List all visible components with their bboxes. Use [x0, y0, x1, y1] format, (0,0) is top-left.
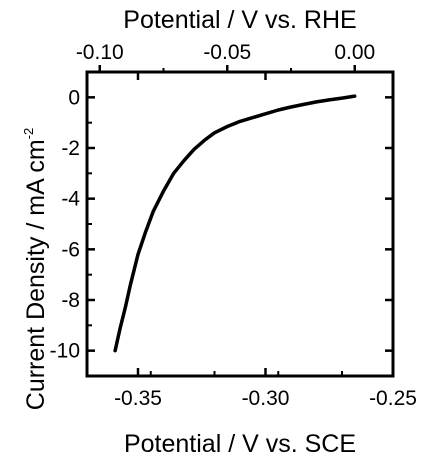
plot-frame — [85, 70, 395, 378]
x-bottom-tick-label: -0.30 — [242, 387, 290, 410]
y-tick-label: -10 — [50, 340, 80, 363]
y-axis-title: Current Density / mA cm-2 — [21, 128, 50, 410]
y-tick-label: -8 — [61, 289, 80, 312]
x-top-tick-label: 0.00 — [334, 41, 375, 64]
x-bottom-axis-title: Potential / V vs. SCE — [124, 430, 356, 458]
y-tick-label: -4 — [61, 188, 80, 211]
ticks: -0.35 -0.30 -0.25 -0.10 -0.05 0.00 0 -2 -4 -6 -8 -1… — [50, 41, 417, 410]
x-bottom-tick-label: -0.35 — [114, 387, 162, 410]
x-top-axis-title: Potential / V vs. RHE — [123, 6, 356, 34]
y-tick-label: -2 — [61, 137, 80, 160]
x-top-tick-label: -0.10 — [76, 41, 124, 64]
y-tick-label: 0 — [68, 86, 80, 109]
x-top-tick-label: -0.05 — [203, 41, 251, 64]
y-tick-label: -6 — [61, 238, 80, 261]
axes — [85, 70, 395, 378]
series-line-0 — [113, 94, 357, 353]
series — [113, 94, 357, 353]
x-bottom-tick-label: -0.25 — [369, 387, 417, 410]
